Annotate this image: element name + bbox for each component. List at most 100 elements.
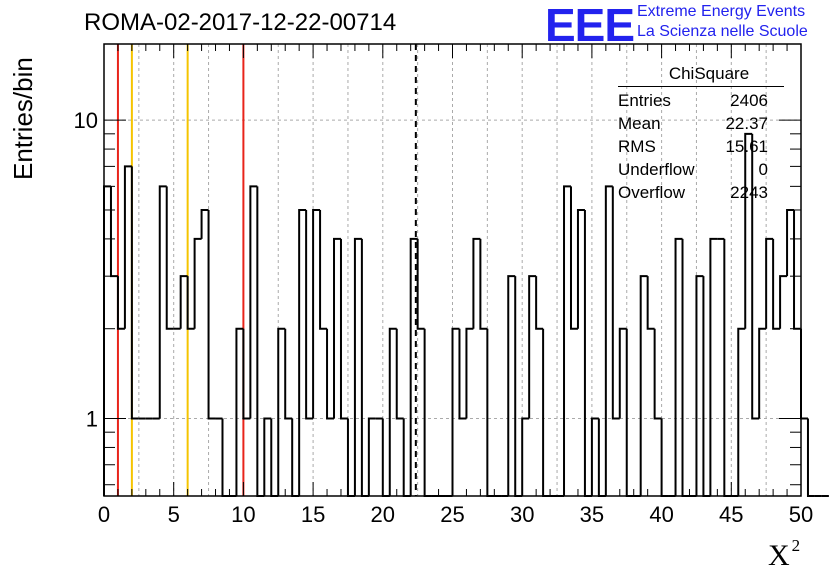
- stats-row-overflow: Overflow 2243: [618, 183, 768, 202]
- histogram-bin: [604, 185, 613, 496]
- histogram-bin: [472, 237, 481, 329]
- histogram-bin: [653, 328, 662, 420]
- stats-row-entries: Entries 2406: [618, 91, 768, 110]
- histogram-bin: [409, 237, 418, 496]
- histogram-bin: [800, 328, 808, 420]
- histogram-bin: [186, 276, 195, 330]
- histogram-bin: [249, 185, 258, 419]
- histogram-bin: [291, 418, 300, 497]
- histogram-bin: [583, 209, 592, 497]
- histogram-bin: [772, 238, 781, 330]
- histogram-bin: [507, 275, 516, 496]
- histogram-bin: [193, 237, 202, 329]
- histogram-bin: [165, 186, 174, 330]
- histogram-bin: [758, 327, 767, 419]
- histogram-bin: [723, 238, 732, 497]
- x-tick-label: 10: [231, 502, 255, 527]
- histogram-bin: [660, 418, 669, 497]
- histogram-bin: [597, 418, 606, 497]
- stats-title: ChiSquare: [668, 64, 750, 83]
- histogram-bin: [103, 185, 111, 496]
- stats-row-mean: Mean 22.37: [618, 114, 768, 133]
- histogram-bin: [116, 276, 125, 330]
- x-tick-label: 50: [789, 502, 813, 527]
- histogram-bin: [542, 328, 551, 497]
- histogram-bin: [569, 186, 578, 330]
- x-tick-label: 45: [719, 502, 743, 527]
- histogram-bin: [284, 328, 293, 420]
- histogram-bin: [576, 208, 585, 329]
- histogram-bin: [346, 418, 355, 497]
- histogram-bin: [312, 208, 321, 419]
- histogram-bin: [618, 327, 627, 419]
- run-title: ROMA-02-2017-12-22-00714: [84, 9, 397, 36]
- x-tick-label: 20: [371, 502, 395, 527]
- histogram-bin: [298, 208, 307, 496]
- x-tick-label: 30: [510, 502, 534, 527]
- histogram-bin: [109, 186, 118, 278]
- histogram-bin: [388, 327, 397, 496]
- histogram-bin: [709, 237, 718, 496]
- x-tick-label: 15: [301, 502, 325, 527]
- histogram-bin: [702, 276, 711, 497]
- histogram-bin: [367, 417, 376, 496]
- histogram-bin: [681, 238, 690, 497]
- histogram-bin: [200, 208, 209, 239]
- histogram-bin: [402, 418, 411, 497]
- histogram-bin: [695, 275, 704, 496]
- histogram-bin: [514, 276, 523, 497]
- histogram-bin: [416, 238, 425, 330]
- histogram-bin: [395, 328, 404, 420]
- histogram-bin: [319, 209, 328, 330]
- logo-line-2: La Scienza nelle Scuole: [637, 23, 808, 40]
- histogram-bin: [360, 238, 369, 497]
- histogram-bin: [277, 327, 286, 496]
- histogram-bin: [305, 209, 314, 420]
- histogram-bin: [326, 328, 335, 420]
- histogram-bin: [423, 328, 432, 497]
- histogram-bin: [486, 328, 495, 497]
- histogram-bin: [242, 328, 251, 420]
- histogram-bin: [270, 418, 279, 497]
- histogram-bin: [179, 275, 188, 329]
- stats-row-underflow: Underflow 0: [618, 160, 768, 179]
- x-tick-label: 0: [98, 502, 110, 527]
- histogram-bin: [765, 237, 774, 329]
- histogram-bin: [646, 276, 655, 330]
- x-tick-label: 40: [649, 502, 673, 527]
- histogram-bin: [793, 209, 801, 330]
- histogram-bin: [521, 417, 530, 496]
- eee-logo: EEE: [545, 0, 635, 51]
- histogram-bin: [130, 166, 139, 420]
- histogram-bin: [674, 237, 683, 496]
- histogram-bin: [333, 237, 341, 419]
- histogram-bin: [123, 165, 132, 329]
- histogram-bin: [737, 327, 746, 496]
- histogram-bin: [535, 276, 544, 330]
- histogram-bin: [563, 185, 571, 496]
- y-tick-label: 1: [86, 407, 98, 432]
- histogram-bin: [381, 418, 390, 497]
- histogram-bin: [465, 327, 474, 419]
- histogram-bin: [528, 275, 537, 419]
- stats-divider: [618, 86, 784, 87]
- histogram-bin: [786, 208, 795, 277]
- histogram-bin: [590, 417, 599, 496]
- stats-row-rms: RMS 15.61: [618, 137, 768, 156]
- histogram-bin: [221, 418, 230, 497]
- histogram-bin: [256, 186, 265, 497]
- histogram-bin: [263, 417, 272, 496]
- x-tick-label: 25: [440, 502, 464, 527]
- x-tick-label: 5: [168, 502, 180, 527]
- histogram-bin: [458, 328, 467, 420]
- histogram-bin: [353, 237, 362, 496]
- stats-box: ChiSquare Entries 2406 Mean 22.37 RMS 15.61…: [612, 64, 784, 204]
- histogram-bin: [158, 185, 167, 419]
- histogram-bin: [611, 186, 620, 420]
- histogram-bin: [625, 328, 634, 497]
- histogram-bin: [806, 418, 815, 497]
- logo-line-1: Extreme Energy Events: [637, 3, 806, 20]
- histogram-bin: [479, 238, 488, 330]
